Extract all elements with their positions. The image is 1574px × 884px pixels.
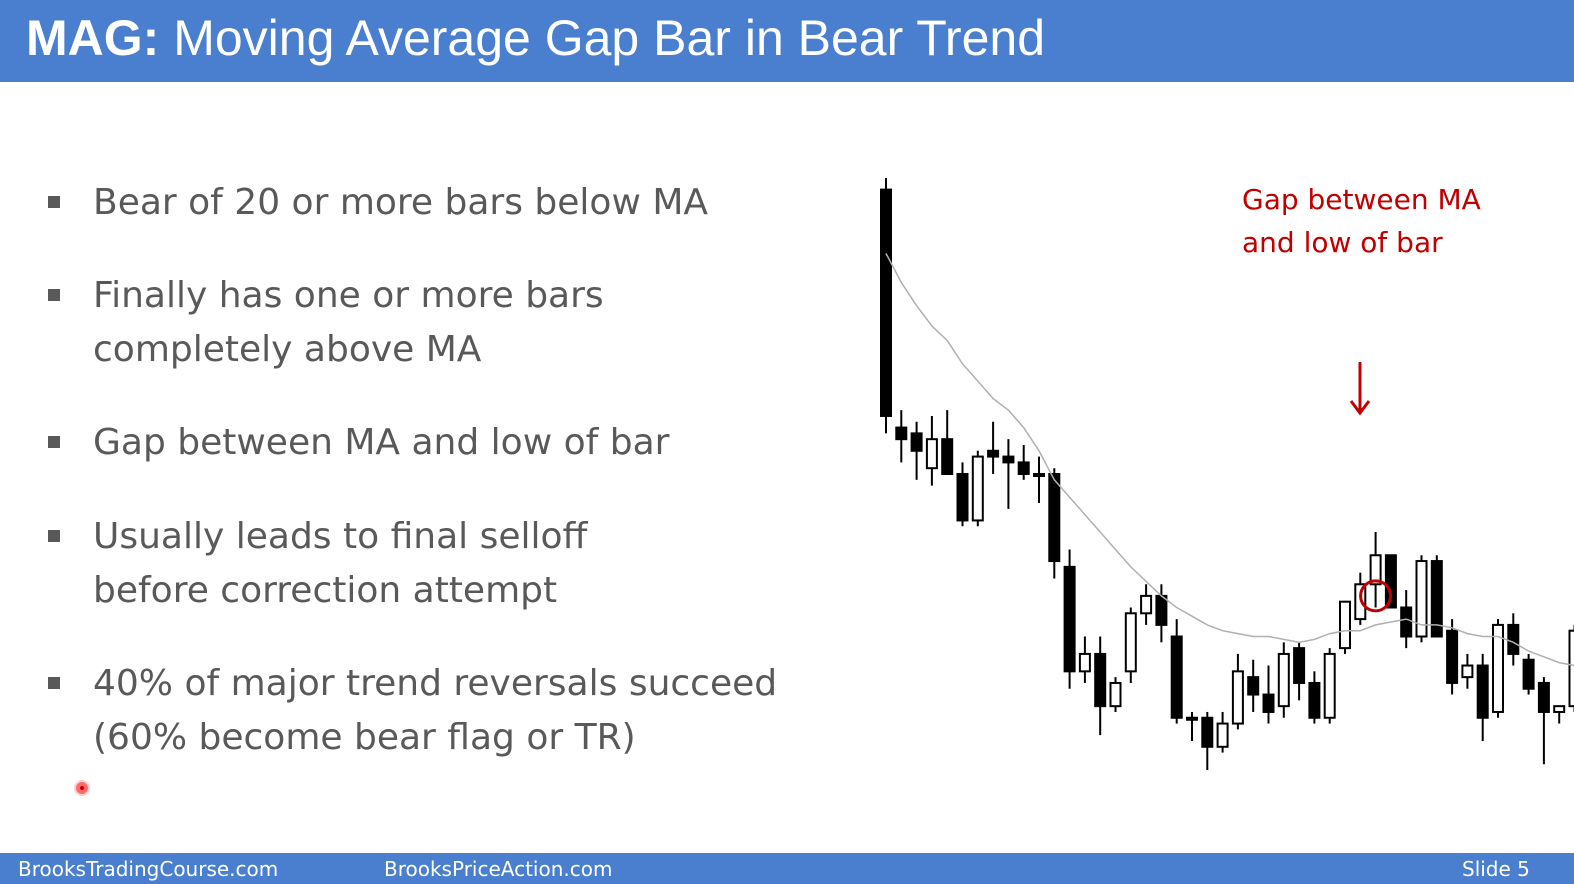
candle-body	[971, 455, 984, 522]
candle-body	[925, 438, 938, 470]
candle-body	[1033, 473, 1045, 477]
bullet-text: Usually leads to final selloff before cor…	[93, 510, 587, 618]
annotation-line: and low of bar	[1242, 226, 1443, 259]
candle-body	[1124, 612, 1137, 673]
candle-body	[1430, 560, 1443, 638]
candle-body	[1094, 652, 1107, 708]
laser-pointer-dot	[76, 782, 88, 794]
candle-body	[1048, 473, 1061, 563]
bullet-line: completely above MA	[93, 329, 482, 370]
title-text: Moving Average Gap Bar in Bear Trend	[159, 10, 1046, 66]
bullet-list: Bear of 20 or more bars below MA Finally…	[0, 0, 820, 800]
annotation-line: Gap between MA	[1242, 183, 1481, 216]
candle-body	[1507, 623, 1520, 655]
candles-group	[880, 178, 1574, 770]
candle-body	[1384, 554, 1397, 609]
candle-body	[895, 426, 908, 441]
bullet-text: Finally has one or more bars completely a…	[93, 269, 604, 377]
candle-body	[941, 438, 954, 476]
bullet-marker	[48, 436, 60, 448]
candle-body	[1186, 716, 1198, 721]
bullet-marker	[48, 289, 60, 301]
candle-body	[880, 188, 892, 417]
bullet-line: before correction attempt	[93, 570, 558, 611]
bullet-text: Bear of 20 or more bars below MA	[93, 176, 708, 230]
bullet-marker	[48, 530, 60, 542]
candlestick-chart	[880, 178, 1574, 770]
arrow-head	[1349, 400, 1371, 416]
moving-average-line	[885, 253, 1574, 667]
bullet-text: 40% of major trend reversals succeed (60%…	[93, 657, 777, 765]
candle-body	[1339, 600, 1351, 650]
candle-body	[1553, 705, 1566, 713]
candle-body	[1492, 623, 1504, 713]
candle-body	[1537, 681, 1550, 713]
bullet-line: Bear of 20 or more bars below MA	[93, 182, 709, 223]
footer-left-text: BrooksTradingCourse.com	[18, 857, 279, 881]
candle-body	[1109, 681, 1122, 708]
chart-annotation: Gap between MA and low of bar	[1242, 178, 1481, 264]
candle-body	[1323, 652, 1336, 719]
candle-body	[1522, 658, 1535, 690]
slide-title: MAG: Moving Average Gap Bar in Bear Tren…	[26, 6, 1045, 70]
down-arrow-icon	[1349, 362, 1371, 416]
candle-body	[1063, 565, 1076, 673]
candle-body	[1155, 594, 1168, 626]
candle-body	[1476, 664, 1489, 719]
bullet-line: Gap between MA and low of bar	[93, 422, 670, 463]
footer-bar: BrooksTradingCourse.com BrooksPriceActio…	[0, 853, 1574, 884]
candle-body	[1277, 652, 1290, 708]
candle-body	[1017, 461, 1030, 475]
candle-body	[1568, 629, 1574, 708]
candle-body	[1400, 606, 1413, 638]
candle-body	[1415, 560, 1428, 638]
candle-body	[1293, 647, 1306, 684]
footer-center-text: BrooksPriceAction.com	[384, 857, 613, 881]
bullet-text: Gap between MA and low of bar	[93, 416, 669, 470]
bullet-line: 40% of major trend reversals succeed	[93, 663, 778, 704]
gap-highlight-circle	[1359, 579, 1393, 613]
candle-body	[1308, 681, 1321, 719]
candle-body	[1201, 716, 1214, 748]
candle-body	[1369, 554, 1382, 586]
title-bar: MAG: Moving Average Gap Bar in Bear Tren…	[0, 0, 1574, 82]
candle-body	[910, 432, 923, 452]
bullet-line: (60% become bear flag or TR)	[93, 717, 636, 758]
candle-body	[1170, 635, 1183, 719]
candle-body	[987, 449, 1000, 458]
candle-body	[1216, 722, 1229, 748]
bullet-line: Usually leads to final selloff	[93, 516, 588, 557]
candle-body	[1262, 693, 1275, 713]
bullet-marker	[48, 677, 60, 689]
title-prefix: MAG:	[26, 10, 160, 66]
candle-body	[1446, 629, 1459, 684]
bullet-marker	[48, 196, 60, 208]
candle-body	[1461, 664, 1474, 679]
candle-body	[1140, 594, 1153, 615]
candle-body	[1231, 670, 1244, 725]
candle-body	[1078, 652, 1091, 673]
candle-body	[1002, 455, 1015, 464]
slide-number: Slide 5	[1462, 857, 1530, 881]
candle-body	[956, 473, 969, 522]
candle-body	[1247, 676, 1260, 696]
bullet-line: Finally has one or more bars	[93, 275, 604, 316]
